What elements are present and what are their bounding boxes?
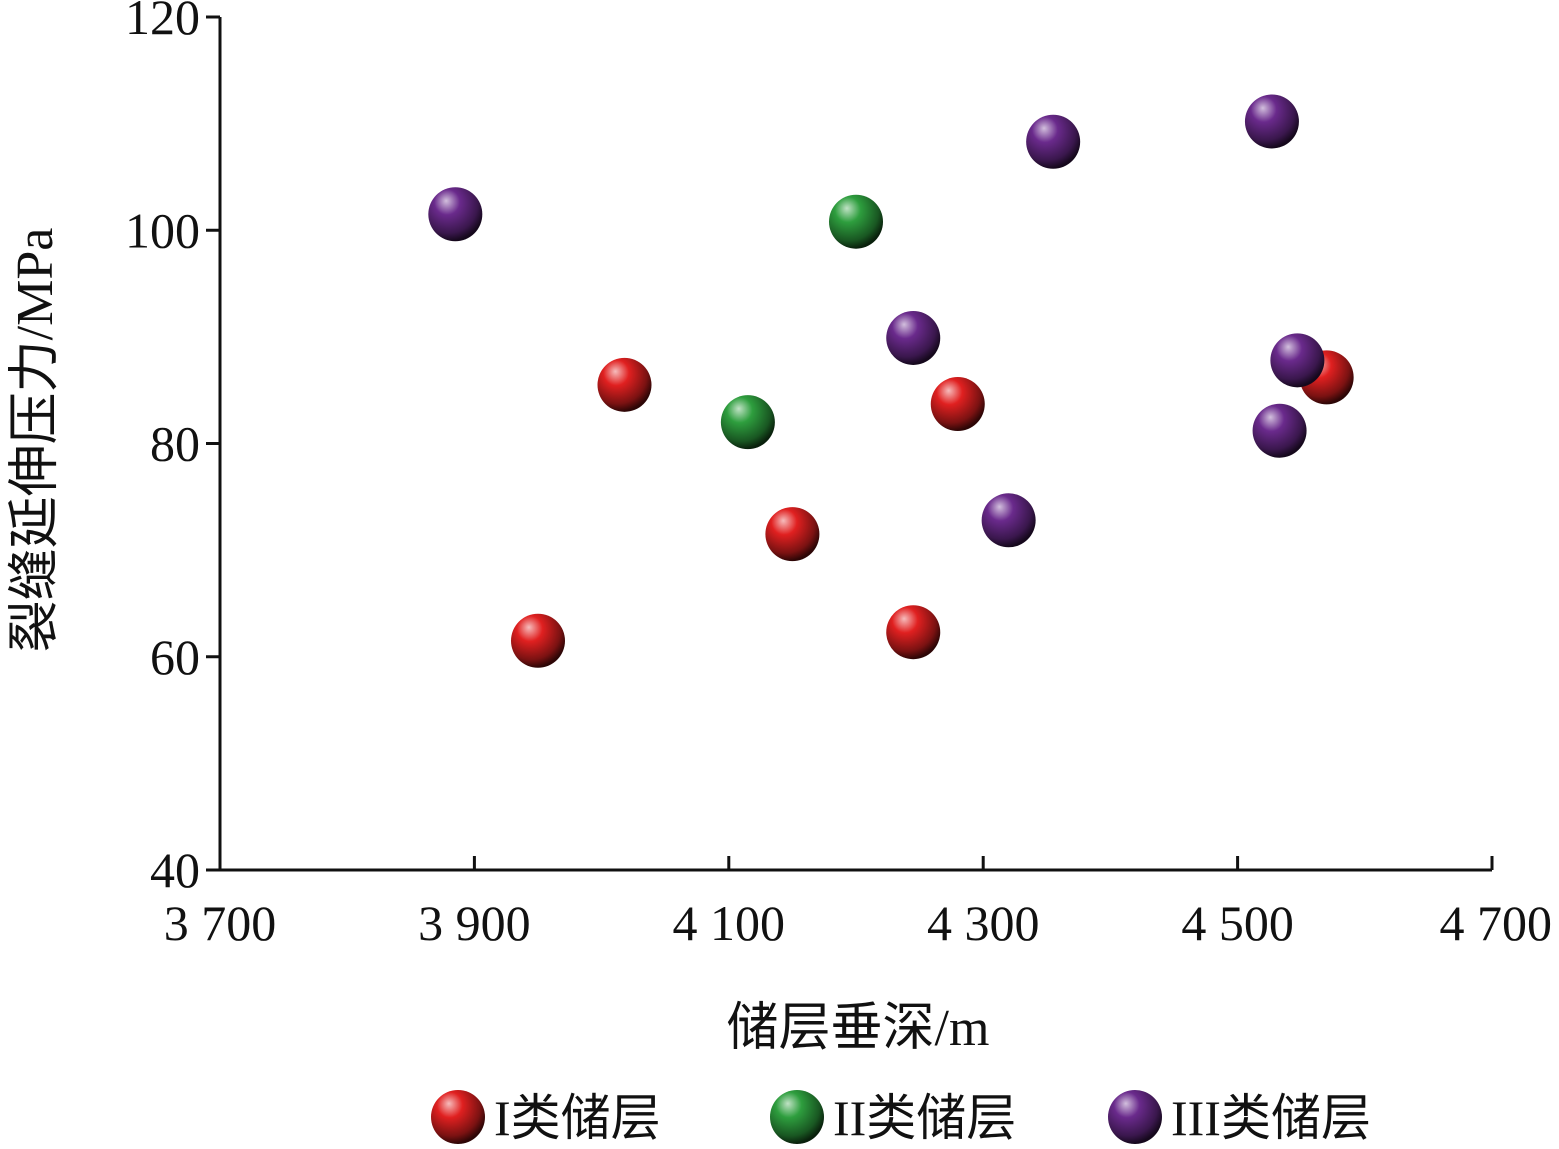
data-point <box>1244 94 1299 149</box>
y-tick-label: 60 <box>150 629 200 685</box>
legend: I类储层 II类储层 III类储层 <box>431 1090 1371 1146</box>
data-points <box>428 94 1354 668</box>
x-tick-label: 4 700 <box>1440 895 1553 951</box>
x-ticks: 3 700 3 900 4 100 4 300 4 500 4 700 <box>164 856 1552 951</box>
y-tick-label: 40 <box>150 842 200 898</box>
legend-marker <box>1108 1090 1162 1144</box>
x-tick-label: 4 300 <box>927 895 1040 951</box>
legend-label: II类储层 <box>833 1090 1016 1146</box>
data-point <box>886 310 941 365</box>
legend-label: III类储层 <box>1171 1090 1371 1146</box>
data-point <box>1252 403 1307 458</box>
y-tick-label: 80 <box>150 416 200 472</box>
y-tick-label: 120 <box>125 0 200 45</box>
data-point <box>1026 114 1081 169</box>
legend-label: I类储层 <box>494 1090 661 1146</box>
legend-marker <box>431 1090 485 1144</box>
data-point <box>765 507 820 562</box>
x-tick-label: 3 900 <box>418 895 531 951</box>
y-axis-title: 裂缝延伸压力/MPa <box>7 228 64 653</box>
x-tick-label: 3 700 <box>164 895 277 951</box>
data-point <box>981 493 1036 548</box>
x-axis-title: 储层垂深/m <box>727 1000 990 1057</box>
data-point <box>829 194 883 249</box>
data-point <box>930 377 985 432</box>
x-tick-label: 4 100 <box>673 895 786 951</box>
x-tick-label: 4 500 <box>1181 895 1294 951</box>
y-tick-label: 100 <box>125 202 200 258</box>
data-point <box>428 187 483 242</box>
data-point <box>1270 333 1325 388</box>
data-point <box>597 357 652 412</box>
data-point <box>886 605 941 660</box>
data-point <box>511 613 565 668</box>
y-ticks: 40 60 80 100 120 <box>125 0 220 898</box>
legend-marker <box>770 1090 824 1144</box>
data-point <box>720 395 775 450</box>
